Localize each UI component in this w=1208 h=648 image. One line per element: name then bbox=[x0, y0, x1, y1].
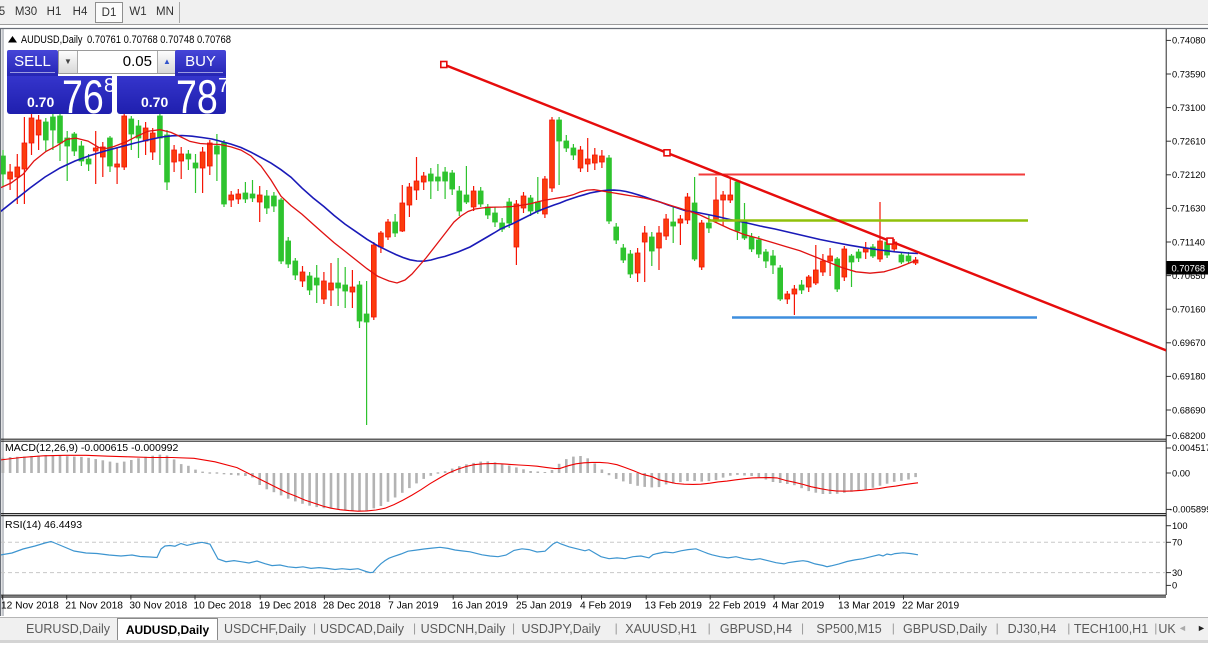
svg-text:0.00: 0.00 bbox=[1172, 468, 1190, 478]
svg-text:13 Mar 2019: 13 Mar 2019 bbox=[838, 601, 896, 612]
svg-text:30: 30 bbox=[1172, 568, 1182, 578]
svg-text:4 Mar 2019: 4 Mar 2019 bbox=[773, 601, 825, 612]
svg-text:0.70160: 0.70160 bbox=[1172, 305, 1206, 315]
svg-text:0: 0 bbox=[1172, 581, 1177, 591]
svg-text:19 Dec 2018: 19 Dec 2018 bbox=[259, 601, 317, 612]
svg-text:4 Feb 2019: 4 Feb 2019 bbox=[580, 601, 632, 612]
svg-text:RSI(14) 46.4493: RSI(14) 46.4493 bbox=[5, 519, 82, 531]
svg-text:AUDUSD,Daily: AUDUSD,Daily bbox=[21, 34, 83, 46]
svg-text:10 Dec 2018: 10 Dec 2018 bbox=[194, 601, 252, 612]
svg-text:0.72120: 0.72120 bbox=[1172, 170, 1206, 180]
svg-text:0.70768: 0.70768 bbox=[1172, 263, 1206, 273]
svg-text:30 Nov 2018: 30 Nov 2018 bbox=[129, 601, 187, 612]
svg-text:0.71140: 0.71140 bbox=[1172, 237, 1205, 247]
svg-text:25 Jan 2019: 25 Jan 2019 bbox=[516, 601, 572, 612]
svg-text:0.68690: 0.68690 bbox=[1172, 405, 1206, 415]
svg-text:12 Nov 2018: 12 Nov 2018 bbox=[1, 601, 59, 612]
svg-text:-0.005899: -0.005899 bbox=[1170, 505, 1208, 515]
svg-text:16 Jan 2019: 16 Jan 2019 bbox=[452, 601, 508, 612]
svg-text:0.72610: 0.72610 bbox=[1172, 137, 1206, 147]
svg-text:28 Dec 2018: 28 Dec 2018 bbox=[323, 601, 381, 612]
svg-text:0.74080: 0.74080 bbox=[1172, 36, 1206, 46]
svg-text:22 Mar 2019: 22 Mar 2019 bbox=[902, 601, 960, 612]
svg-text:0.68200: 0.68200 bbox=[1172, 431, 1206, 441]
svg-text:0.69670: 0.69670 bbox=[1172, 338, 1206, 348]
svg-text:0.69180: 0.69180 bbox=[1172, 372, 1206, 382]
svg-text:MACD(12,26,9) -0.000615 -0.000: MACD(12,26,9) -0.000615 -0.000992 bbox=[5, 442, 179, 454]
svg-text:7 Jan 2019: 7 Jan 2019 bbox=[388, 601, 439, 612]
svg-text:70: 70 bbox=[1172, 538, 1182, 548]
svg-text:21 Nov 2018: 21 Nov 2018 bbox=[65, 601, 123, 612]
svg-text:22 Feb 2019: 22 Feb 2019 bbox=[709, 601, 767, 612]
svg-text:0.70761 0.70768 0.70748 0.7076: 0.70761 0.70768 0.70748 0.70768 bbox=[87, 34, 231, 46]
svg-text:0.71630: 0.71630 bbox=[1172, 204, 1206, 214]
svg-text:0.73100: 0.73100 bbox=[1172, 103, 1206, 113]
svg-text:0.73590: 0.73590 bbox=[1172, 69, 1206, 79]
svg-text:0.004517: 0.004517 bbox=[1172, 443, 1208, 453]
svg-text:100: 100 bbox=[1172, 521, 1188, 531]
svg-text:13 Feb 2019: 13 Feb 2019 bbox=[645, 601, 703, 612]
